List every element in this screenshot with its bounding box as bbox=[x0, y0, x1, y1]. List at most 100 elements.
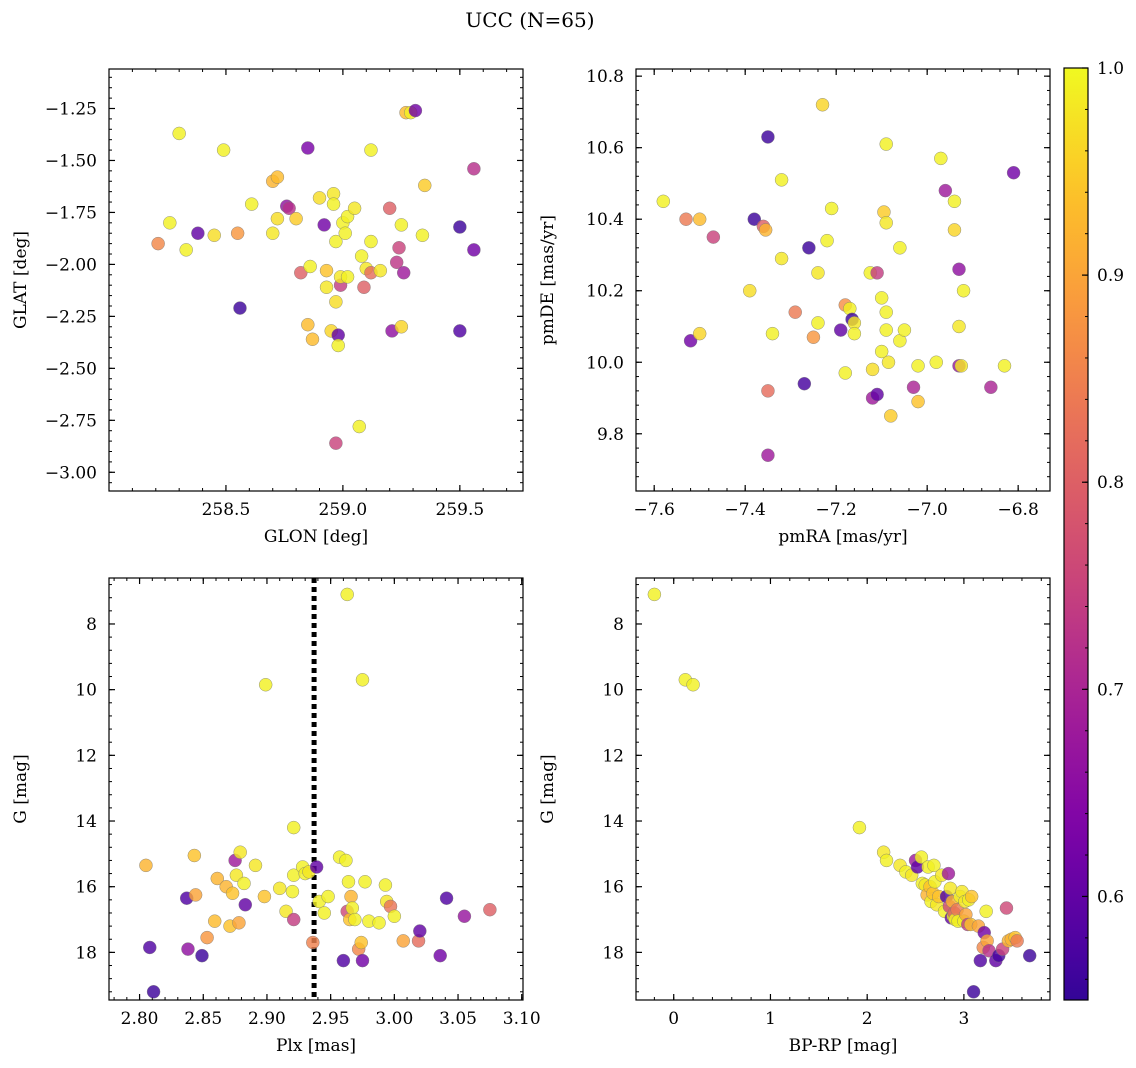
x-tick-label: −7.6 bbox=[634, 500, 675, 520]
data-point bbox=[879, 305, 893, 319]
data-point bbox=[415, 228, 430, 243]
data-point bbox=[802, 241, 816, 255]
data-point bbox=[373, 263, 388, 278]
data-point bbox=[467, 162, 481, 176]
data-point bbox=[761, 130, 775, 144]
y-tick-label: 8 bbox=[613, 615, 624, 635]
data-point bbox=[408, 103, 423, 118]
data-point bbox=[811, 266, 825, 280]
y-tick-label: 12 bbox=[602, 746, 624, 766]
data-point bbox=[191, 226, 205, 240]
y-tick-label: 8 bbox=[86, 615, 97, 635]
data-point bbox=[270, 211, 285, 226]
x-tick-label: 258.5 bbox=[202, 500, 251, 520]
data-point bbox=[321, 889, 335, 904]
data-point bbox=[331, 338, 345, 353]
data-point bbox=[208, 914, 222, 928]
data-point bbox=[244, 197, 259, 211]
data-point bbox=[272, 881, 287, 896]
y-tick-label: −2.75 bbox=[45, 411, 97, 431]
data-point bbox=[329, 234, 343, 249]
data-point bbox=[172, 126, 186, 141]
y-tick-label: −2.00 bbox=[45, 255, 97, 275]
data-point bbox=[326, 197, 341, 211]
data-point bbox=[397, 266, 411, 280]
data-point bbox=[232, 916, 246, 930]
data-point bbox=[347, 201, 362, 215]
data-point bbox=[233, 301, 247, 315]
data-point bbox=[382, 201, 397, 215]
data-point bbox=[806, 330, 821, 344]
colorbar-tick-label: 1.0 bbox=[1097, 59, 1124, 79]
data-point bbox=[364, 143, 378, 157]
data-point bbox=[394, 320, 409, 334]
y-tick-label: 10.0 bbox=[586, 353, 624, 373]
y-tick-label: 18 bbox=[602, 943, 624, 963]
data-point bbox=[287, 820, 301, 835]
data-point bbox=[258, 678, 273, 692]
data-point bbox=[1022, 948, 1037, 963]
x-tick-label: 3 bbox=[958, 1009, 969, 1029]
data-point bbox=[303, 259, 317, 274]
data-point bbox=[893, 241, 907, 255]
data-point bbox=[257, 889, 272, 904]
x-tick-label: 0 bbox=[668, 1009, 679, 1029]
data-point bbox=[341, 875, 356, 889]
x-tick-label: −7.4 bbox=[725, 500, 766, 520]
data-point bbox=[865, 362, 880, 377]
data-point bbox=[329, 436, 343, 450]
data-point bbox=[467, 243, 481, 257]
data-point bbox=[364, 234, 378, 249]
data-point bbox=[692, 326, 707, 341]
data-point bbox=[151, 236, 165, 251]
data-point bbox=[187, 848, 202, 863]
data-point bbox=[387, 909, 402, 923]
x-tick-label: 3.10 bbox=[503, 1009, 541, 1029]
colorbar: 0.6 0.7 0.8 0.9 1.0 bbox=[1063, 59, 1124, 1001]
data-point bbox=[656, 194, 670, 209]
data-point bbox=[774, 173, 789, 187]
data-point bbox=[181, 942, 195, 956]
x-tick-label: −6.8 bbox=[998, 500, 1039, 520]
data-point bbox=[897, 323, 912, 337]
data-point bbox=[216, 143, 231, 157]
data-point bbox=[143, 940, 157, 955]
data-point bbox=[433, 948, 447, 963]
data-point bbox=[483, 902, 497, 917]
data-point bbox=[146, 985, 161, 999]
data-point bbox=[329, 295, 343, 309]
data-point bbox=[747, 212, 761, 226]
data-point bbox=[879, 137, 893, 151]
data-point bbox=[952, 262, 966, 276]
data-point bbox=[200, 930, 214, 945]
data-point bbox=[233, 845, 247, 859]
data-point bbox=[881, 355, 896, 369]
colorbar-bar bbox=[1063, 67, 1089, 1001]
data-point bbox=[743, 284, 757, 298]
data-point bbox=[884, 409, 898, 423]
data-point bbox=[345, 901, 360, 915]
data-point bbox=[788, 305, 802, 319]
data-point bbox=[338, 226, 352, 240]
data-point bbox=[396, 934, 410, 948]
data-point bbox=[947, 194, 962, 209]
data-point bbox=[372, 916, 386, 930]
data-point bbox=[355, 673, 370, 687]
data-point bbox=[344, 889, 358, 904]
axes-frame bbox=[635, 577, 1051, 1001]
data-point bbox=[453, 324, 467, 338]
data-point bbox=[163, 216, 177, 230]
data-point bbox=[692, 212, 707, 226]
x-axis-label: pmRA [mas/yr] bbox=[778, 527, 907, 547]
data-point bbox=[301, 141, 315, 155]
y-tick-label: −1.50 bbox=[45, 151, 97, 171]
data-point bbox=[392, 241, 406, 255]
data-point bbox=[207, 228, 221, 243]
data-point bbox=[248, 858, 263, 873]
panel-top-right: −7.6 −7.4 −7.2 −7.0 −6.8 9.8 10.0 10.2 10.4 10.6 1… bbox=[538, 67, 1051, 547]
figure-title: UCC (N=65) bbox=[465, 8, 594, 32]
data-point bbox=[947, 223, 962, 237]
data-point bbox=[929, 355, 943, 369]
data-point bbox=[914, 850, 929, 864]
